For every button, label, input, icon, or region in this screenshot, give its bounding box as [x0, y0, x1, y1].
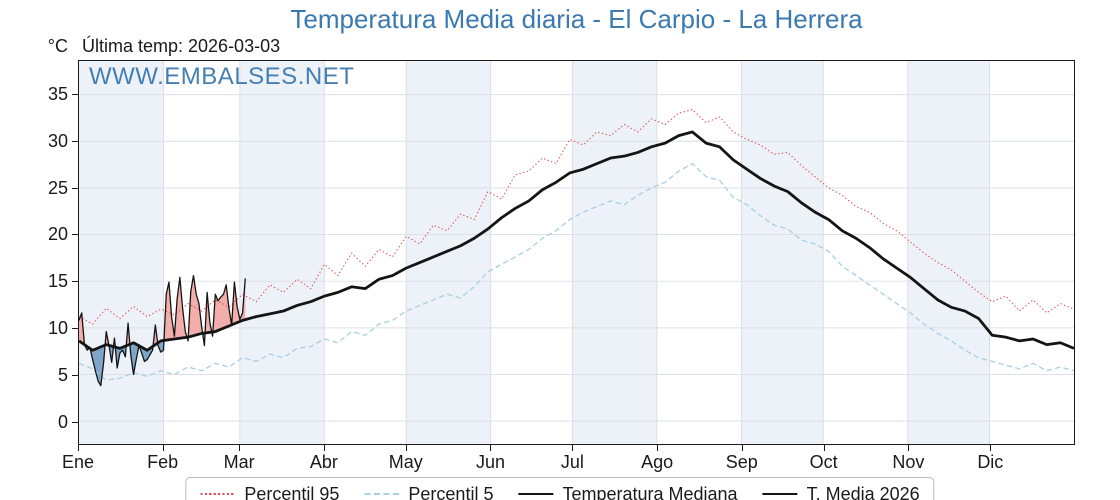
x-tick-mark	[323, 445, 325, 451]
x-tick-label: Ene	[61, 452, 95, 472]
y-tick-label: 35	[47, 83, 68, 104]
y-tick-label: 0	[57, 412, 68, 433]
y-tick-mark	[72, 281, 78, 283]
x-tick-label: Nov	[892, 452, 925, 472]
y-tick-mark	[72, 328, 78, 330]
y-tick-label: 20	[47, 224, 68, 245]
last-temp-annotation: Última temp: 2026-03-03	[82, 36, 281, 56]
x-tick-label: Dic	[977, 452, 1004, 472]
x-tick-mark	[823, 445, 825, 451]
y-tick-label: 10	[47, 318, 68, 339]
y-tick-label: 15	[47, 271, 68, 292]
x-tick-mark	[657, 445, 659, 451]
y-tick-label: 25	[47, 177, 68, 198]
watermark: WWW.EMBALSES.NET	[89, 63, 355, 90]
legend-swatch-line	[200, 493, 236, 495]
y-tick-mark	[72, 187, 78, 189]
x-tick-label: Jul	[560, 452, 584, 472]
y-tick-label: 30	[47, 130, 68, 151]
legend-swatch-line	[518, 492, 554, 496]
plot-area: WWW.EMBALSES.NET	[78, 60, 1075, 445]
x-tick-label: Mar	[223, 452, 255, 472]
x-tick-mark	[239, 445, 241, 451]
x-tick-label: May	[388, 452, 423, 472]
legend-item: T. Media 2026	[762, 484, 920, 500]
y-tick-mark	[72, 375, 78, 377]
y-tick-mark	[72, 234, 78, 236]
x-tick-mark	[405, 445, 407, 451]
legend-swatch-line	[762, 493, 798, 495]
x-tick-label: Jun	[475, 452, 505, 472]
x-tick-mark	[990, 445, 992, 451]
y-axis-unit-label: °C	[47, 36, 68, 56]
legend-item: Percentil 5	[364, 484, 493, 500]
y-tick-mark	[72, 93, 78, 95]
legend-label: T. Media 2026	[806, 484, 920, 500]
legend-item: Temperatura Mediana	[518, 484, 738, 500]
x-tick-mark	[908, 445, 910, 451]
x-tick-mark	[162, 445, 164, 451]
x-tick-label: Abr	[309, 452, 338, 472]
y-tick-mark	[72, 140, 78, 142]
chart-plot-svg	[79, 61, 1074, 444]
legend-swatch-line	[364, 493, 400, 495]
x-tick-label: Ago	[641, 452, 674, 472]
legend-label: Temperatura Mediana	[562, 484, 738, 500]
x-tick-label: Sep	[725, 452, 758, 472]
x-tick-label: Oct	[809, 452, 838, 472]
legend-label: Percentil 5	[408, 484, 494, 500]
x-tick-mark	[572, 445, 574, 451]
legend-label: Percentil 95	[244, 484, 340, 500]
x-tick-mark	[741, 445, 743, 451]
x-tick-mark	[78, 445, 79, 451]
x-tick-mark	[490, 445, 492, 451]
chart-title: Temperatura Media diaria - El Carpio - L…	[290, 4, 863, 34]
y-tick-mark	[72, 422, 78, 424]
y-tick-label: 5	[57, 365, 68, 386]
legend: Percentil 95 Percentil 5 Temperatura Media…	[185, 477, 935, 500]
legend-item: Percentil 95	[200, 484, 339, 500]
x-tick-label: Feb	[147, 452, 179, 472]
